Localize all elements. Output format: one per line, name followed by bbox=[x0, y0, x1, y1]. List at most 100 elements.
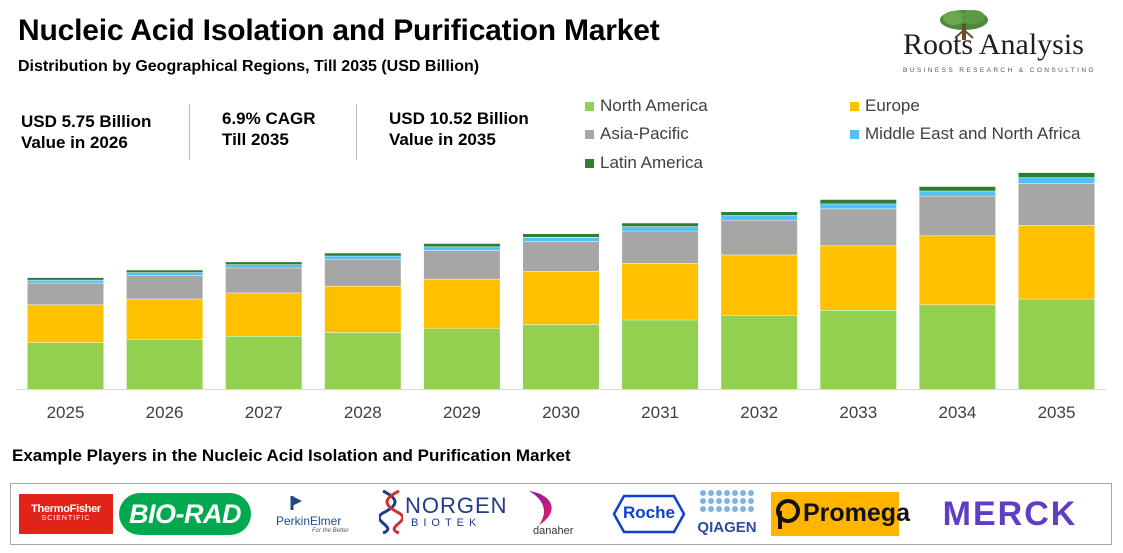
x-tick-label: 2035 bbox=[1038, 403, 1076, 422]
bar-segment-europe-2032 bbox=[721, 254, 798, 315]
roche-hexagon-icon bbox=[612, 494, 686, 534]
page-subtitle: Distribution by Geographical Regions, Ti… bbox=[18, 58, 480, 75]
kpi-value-2026-line1: USD 5.75 Billion bbox=[21, 112, 152, 131]
bar-segment-middle-east-and-north-africa-2027 bbox=[225, 264, 302, 268]
x-tick-label: 2028 bbox=[344, 403, 382, 422]
logo-norgen-line2: BIOTEK bbox=[411, 517, 482, 529]
x-tick-label: 2025 bbox=[47, 403, 85, 422]
bar-segment-asia-pacific-2032 bbox=[721, 220, 798, 255]
logo-thermofisher-line1: ThermoFisher bbox=[31, 503, 101, 515]
legend-swatch bbox=[585, 158, 594, 168]
x-tick-label: 2032 bbox=[740, 403, 778, 422]
logo-perkinelmer-sub: For the Better bbox=[312, 528, 349, 534]
players-logo-strip: ThermoFisher SCIENTIFIC BIO-RAD PerkinEl… bbox=[10, 483, 1112, 545]
kpi-value-2035-line2: Value in 2035 bbox=[389, 130, 496, 149]
kpi-value-2026: USD 5.75 Billion Value in 2026 bbox=[21, 111, 151, 153]
legend-swatch bbox=[850, 129, 859, 139]
logo-biorad: BIO-RAD bbox=[119, 493, 251, 535]
stacked-bar-chart: 2025 2026 2027 2028 2029 2030 2031 2032 2033 2034… bbox=[16, 171, 1106, 422]
bar-segment-latin-america-2025 bbox=[27, 277, 104, 280]
bar-segment-latin-america-2026 bbox=[126, 269, 203, 273]
x-tick-label: 2026 bbox=[146, 403, 184, 422]
legend-item-mena: Middle East and North Africa bbox=[850, 124, 1080, 144]
legend-label: Asia-Pacific bbox=[600, 124, 689, 143]
kpi-value-2035-line1: USD 10.52 Billion bbox=[389, 109, 529, 128]
logo-qiagen-name: QIAGEN bbox=[697, 519, 757, 536]
bar-segment-asia-pacific-2028 bbox=[324, 259, 401, 286]
tree-icon bbox=[940, 10, 988, 40]
bar-segment-asia-pacific-2027 bbox=[225, 267, 302, 293]
bar-segment-middle-east-and-north-africa-2028 bbox=[324, 255, 401, 260]
page-title: Nucleic Acid Isolation and Purification … bbox=[18, 14, 660, 47]
bar-segment-asia-pacific-2025 bbox=[27, 282, 104, 305]
bar-segment-europe-2027 bbox=[225, 292, 302, 336]
bar-segment-latin-america-2032 bbox=[721, 211, 798, 216]
promega-mark-icon bbox=[776, 499, 800, 529]
bar-segment-europe-2029 bbox=[423, 278, 500, 329]
bar-segment-middle-east-and-north-africa-2029 bbox=[423, 246, 500, 251]
bar-segment-europe-2031 bbox=[622, 263, 699, 320]
logo-promega-name: Promega bbox=[803, 499, 910, 527]
bar-segment-middle-east-and-north-africa-2032 bbox=[721, 215, 798, 221]
kpi-separator bbox=[189, 104, 190, 160]
x-tick-label: 2029 bbox=[443, 403, 481, 422]
bar-segment-latin-america-2034 bbox=[919, 186, 996, 191]
bar-segment-north-america-2031 bbox=[622, 319, 699, 389]
legend-label: Middle East and North Africa bbox=[865, 124, 1081, 143]
bar-segment-middle-east-and-north-africa-2030 bbox=[523, 237, 599, 241]
x-tick-label: 2033 bbox=[839, 403, 877, 422]
kpi-separator bbox=[356, 104, 357, 160]
bar-segment-latin-america-2028 bbox=[324, 252, 401, 256]
bar-segment-middle-east-and-north-africa-2026 bbox=[126, 272, 203, 276]
logo-norgen-line1: NORGEN bbox=[405, 493, 508, 518]
logo-norgen: NORGEN BIOTEK bbox=[379, 489, 507, 539]
logo-danaher: danaher bbox=[521, 489, 591, 541]
legend-item-north-america: North America bbox=[585, 96, 708, 116]
bar-segment-europe-2028 bbox=[324, 285, 401, 333]
legend-item-asia-pacific: Asia-Pacific bbox=[585, 124, 689, 144]
bar-segment-north-america-2034 bbox=[919, 304, 996, 389]
logo-merck: MERCK bbox=[942, 495, 1078, 533]
bar-segment-europe-2034 bbox=[919, 235, 996, 305]
logo-thermofisher: ThermoFisher SCIENTIFIC bbox=[19, 494, 113, 534]
bar-segment-latin-america-2035 bbox=[1018, 172, 1095, 178]
kpi-cagr: 6.9% CAGR Till 2035 bbox=[222, 108, 316, 150]
logo-thermofisher-line2: SCIENTIFIC bbox=[41, 515, 91, 522]
legend-label: Latin America bbox=[600, 153, 703, 172]
legend-item-latin-america: Latin America bbox=[585, 153, 703, 173]
legend-swatch bbox=[585, 129, 594, 139]
logo-perkinelmer-name: PerkinElmer bbox=[276, 514, 342, 528]
kpi-value-2026-line2: Value in 2026 bbox=[21, 133, 128, 152]
bar-segment-europe-2035 bbox=[1018, 225, 1095, 299]
perkinelmer-mark-icon bbox=[290, 496, 302, 510]
bar-segment-asia-pacific-2029 bbox=[423, 250, 500, 279]
brand-tagline: BUSINESS RESEARCH & CONSULTING bbox=[903, 67, 1096, 74]
bar-segment-middle-east-and-north-africa-2033 bbox=[820, 203, 897, 209]
logo-danaher-name: danaher bbox=[533, 525, 574, 537]
bar-segment-north-america-2032 bbox=[721, 315, 798, 389]
brand-name: Roots Analysis bbox=[903, 28, 1084, 61]
qiagen-dots-icon bbox=[700, 490, 754, 512]
bar-segment-north-america-2025 bbox=[27, 342, 104, 389]
bar-segment-asia-pacific-2035 bbox=[1018, 183, 1095, 226]
bar-segment-asia-pacific-2031 bbox=[622, 230, 699, 264]
logo-qiagen: QIAGEN bbox=[695, 489, 759, 541]
bar-segment-latin-america-2029 bbox=[423, 243, 500, 247]
bar-segment-europe-2030 bbox=[523, 271, 599, 325]
kpi-cagr-line2: Till 2035 bbox=[222, 130, 289, 149]
x-tick-label: 2034 bbox=[938, 403, 976, 422]
bar-segment-middle-east-and-north-africa-2025 bbox=[27, 279, 104, 283]
bar-segment-north-america-2033 bbox=[820, 310, 897, 389]
logo-roche: Roche bbox=[612, 494, 686, 534]
bar-segment-asia-pacific-2034 bbox=[919, 195, 996, 236]
bar-segment-middle-east-and-north-africa-2031 bbox=[622, 226, 699, 231]
dna-helix-icon bbox=[379, 489, 403, 535]
kpi-value-2035: USD 10.52 Billion Value in 2035 bbox=[389, 108, 529, 150]
bar-segment-europe-2026 bbox=[126, 298, 203, 340]
x-tick-label: 2031 bbox=[641, 403, 679, 422]
logo-promega: Promega bbox=[771, 492, 910, 536]
bar-segment-asia-pacific-2033 bbox=[820, 208, 897, 246]
x-tick-label: 2030 bbox=[542, 403, 580, 422]
bar-segment-europe-2025 bbox=[27, 304, 104, 343]
bar-segment-north-america-2027 bbox=[225, 336, 302, 389]
